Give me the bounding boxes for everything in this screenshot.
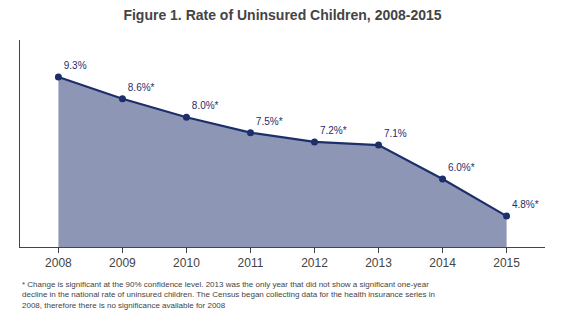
svg-text:8.0%*: 8.0%* <box>192 100 219 111</box>
svg-text:Figure 1. Rate of Uninsured Ch: Figure 1. Rate of Uninsured Children, 20… <box>123 7 441 23</box>
svg-text:8.6%*: 8.6%* <box>128 82 155 93</box>
svg-text:* Change is significant at the: * Change is significant at the 90% confi… <box>22 280 435 310</box>
svg-text:7.5%*: 7.5%* <box>256 116 283 127</box>
svg-text:2012: 2012 <box>301 256 328 270</box>
svg-text:2011: 2011 <box>238 256 264 270</box>
svg-text:2014: 2014 <box>429 256 456 270</box>
svg-text:9.3%: 9.3% <box>64 60 87 71</box>
svg-text:6.0%*: 6.0%* <box>448 162 475 173</box>
svg-text:2015: 2015 <box>493 256 520 270</box>
svg-text:2013: 2013 <box>365 256 392 270</box>
svg-text:7.2%*: 7.2%* <box>320 125 347 136</box>
svg-text:7.1%: 7.1% <box>384 128 407 139</box>
svg-text:2008: 2008 <box>45 256 72 270</box>
svg-text:2009: 2009 <box>109 256 136 270</box>
svg-text:4.8%*: 4.8%* <box>512 199 539 210</box>
svg-text:2010: 2010 <box>173 256 200 270</box>
